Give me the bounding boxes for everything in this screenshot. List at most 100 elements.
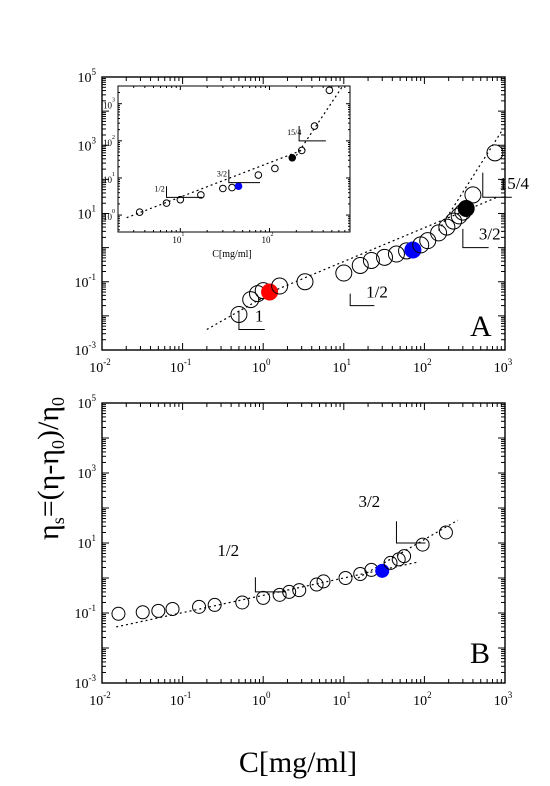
y-tick-label: 105: [78, 393, 97, 412]
inset-data-point: [219, 184, 227, 193]
data-point: [292, 583, 307, 598]
slope-marker: [395, 521, 426, 544]
fit-line: [357, 519, 459, 579]
inset-fit-line: [295, 86, 343, 156]
highlight-point-black: [457, 200, 475, 218]
x-tick-label: 100: [252, 690, 271, 709]
inset-highlight-point-blue: [234, 182, 243, 190]
y-axis-title: ηs=(η-η0)/η0: [32, 397, 68, 540]
inset-y-tick-label: 102: [103, 135, 115, 148]
data-point: [438, 525, 453, 540]
fit-line: [116, 561, 417, 628]
panel-a: 10-2 10-1 100 101 102 103 10-3 10-1 101 103 105 1 1/…: [75, 67, 530, 376]
inset-slope-label: 3/2: [217, 170, 227, 179]
y-tick-label: 105: [78, 67, 97, 86]
data-point: [256, 590, 271, 605]
inset-data-point: [197, 191, 205, 199]
y-tick-label: 10-3: [75, 673, 97, 692]
inset-y-tick-label: 103: [103, 98, 115, 111]
y-tick-label: 10-1: [75, 603, 97, 622]
data-point: [445, 212, 463, 230]
slope-marker: [482, 172, 512, 198]
x-tick-label: 101: [333, 690, 352, 709]
data-point: [151, 603, 166, 618]
data-point: [351, 256, 369, 274]
inset-x-tick-label: 102: [261, 232, 273, 245]
inset-data-point: [310, 122, 319, 130]
data-point: [316, 574, 331, 589]
inset-slope-label: 15/4: [287, 128, 301, 137]
data-point: [464, 186, 482, 204]
slope-label: 1: [255, 306, 264, 325]
y-tick-label: 103: [78, 135, 97, 154]
inset-data-point: [135, 208, 144, 216]
slope-marker: [254, 577, 287, 593]
data-point: [242, 291, 260, 309]
slope-label: 1/2: [217, 541, 239, 560]
data-point: [335, 264, 353, 282]
slope-label: 1/2: [366, 283, 388, 302]
x-tick-label: 10-1: [170, 690, 192, 709]
data-point: [486, 144, 504, 162]
y-tick-label: 101: [78, 533, 97, 552]
data-point: [362, 251, 380, 269]
highlight-point-blue: [375, 563, 390, 578]
x-tick-label: 102: [413, 357, 432, 376]
inset-plot-frame: [117, 85, 351, 233]
y-tick-label: 10-1: [75, 272, 97, 291]
data-point: [165, 602, 180, 617]
x-tick-label: 10-1: [170, 357, 192, 376]
data-point: [135, 605, 150, 620]
data-point: [397, 549, 412, 564]
inset-x-axis-title: C[mg/ml]: [212, 249, 251, 260]
data-point: [296, 273, 314, 291]
data-point: [235, 595, 250, 610]
inset-data-point: [162, 199, 171, 207]
inset-data-point: [325, 86, 334, 95]
inset-x-tick-label: 101: [172, 232, 184, 245]
x-tick-label: 103: [494, 690, 513, 709]
inset-chart: 101 102 100 101 102 103 1/2 3/2 15/4: [103, 85, 351, 245]
data-point: [376, 248, 394, 266]
data-point: [438, 218, 456, 236]
slope-label: 3/2: [358, 492, 380, 511]
data-point: [192, 599, 207, 614]
x-tick-label: 100: [252, 357, 271, 376]
data-point: [387, 245, 405, 263]
inset-y-tick-label: 100: [103, 209, 115, 222]
inset-slope-marker: [166, 186, 203, 198]
inset-data-point: [271, 164, 279, 173]
x-tick-label: 102: [413, 690, 432, 709]
data-point: [271, 277, 289, 295]
inset-slope-label: 1/2: [155, 184, 165, 193]
data-point: [272, 587, 287, 602]
x-tick-label: 101: [333, 357, 352, 376]
panel-label-a: A: [470, 310, 492, 343]
x-tick-label: 10-2: [89, 357, 111, 376]
highlight-point-red: [261, 283, 279, 301]
x-axis-title: C[mg/ml]: [239, 746, 357, 779]
y-tick-label: 10-3: [75, 340, 97, 359]
inset-fit-line: [126, 148, 306, 219]
data-point: [383, 555, 398, 570]
panel-b: 10-2 10-1 100 101 102 103 10-3 10-1 101 103 105 1/2…: [75, 393, 513, 709]
inset-data-point: [297, 146, 306, 155]
slope-marker: [462, 228, 489, 249]
inset-slope-marker: [228, 169, 261, 184]
inset-highlight-point-black: [288, 153, 297, 162]
x-tick-label: 10-2: [89, 690, 111, 709]
inset-y-tick-label: 101: [103, 172, 115, 185]
inset-data-point: [254, 171, 263, 179]
data-point: [338, 571, 353, 585]
slope-marker: [238, 310, 265, 330]
fit-line: [206, 288, 278, 330]
x-tick-label: 103: [494, 357, 513, 376]
plot-frame: [101, 402, 506, 684]
inset-data-point: [176, 195, 185, 204]
data-point: [309, 577, 324, 592]
data-point: [415, 537, 430, 552]
slope-marker: [349, 293, 375, 307]
y-tick-label: 101: [78, 204, 97, 223]
slope-label: 3/2: [479, 225, 501, 244]
